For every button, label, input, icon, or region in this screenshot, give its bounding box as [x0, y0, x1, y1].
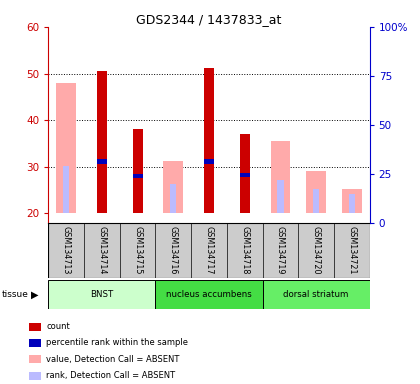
Title: GDS2344 / 1437833_at: GDS2344 / 1437833_at	[136, 13, 282, 26]
Text: ▶: ▶	[31, 290, 39, 300]
Text: GSM134713: GSM134713	[62, 225, 71, 274]
Bar	[133, 174, 142, 179]
Bar	[306, 171, 326, 214]
Bar	[277, 180, 284, 214]
Bar	[155, 280, 262, 309]
Bar	[204, 159, 214, 164]
Bar	[170, 184, 176, 214]
Bar	[240, 134, 249, 214]
Text: dorsal striatum: dorsal striatum	[284, 290, 349, 299]
Bar	[97, 71, 107, 214]
Text: value, Detection Call = ABSENT: value, Detection Call = ABSENT	[47, 355, 180, 364]
Bar	[342, 189, 362, 214]
Text: GSM134717: GSM134717	[205, 225, 213, 274]
Text: BNST: BNST	[90, 290, 113, 299]
Text: GSM134719: GSM134719	[276, 225, 285, 274]
Bar	[270, 141, 290, 214]
Bar	[313, 189, 319, 214]
Bar	[133, 129, 142, 214]
Bar	[56, 83, 76, 214]
Text: GSM134715: GSM134715	[133, 225, 142, 274]
Text: GSM134720: GSM134720	[312, 225, 320, 274]
Bar	[29, 355, 41, 363]
Text: count: count	[47, 322, 70, 331]
Text: GSM134716: GSM134716	[169, 225, 178, 274]
Text: rank, Detection Call = ABSENT: rank, Detection Call = ABSENT	[47, 371, 176, 380]
Bar	[262, 280, 370, 309]
Text: GSM134714: GSM134714	[97, 225, 106, 274]
Bar	[48, 280, 155, 309]
Text: GSM134721: GSM134721	[347, 225, 356, 274]
Text: nucleus accumbens: nucleus accumbens	[166, 290, 252, 299]
Bar	[163, 161, 183, 214]
Bar	[349, 194, 355, 214]
Bar	[29, 339, 41, 347]
Text: tissue: tissue	[2, 290, 29, 299]
Bar	[63, 166, 69, 214]
Text: GSM134718: GSM134718	[240, 225, 249, 274]
Text: percentile rank within the sample: percentile rank within the sample	[47, 338, 189, 348]
Bar	[29, 372, 41, 379]
Bar	[204, 68, 214, 214]
Bar	[240, 173, 249, 177]
Bar	[29, 323, 41, 331]
Bar	[97, 159, 107, 164]
